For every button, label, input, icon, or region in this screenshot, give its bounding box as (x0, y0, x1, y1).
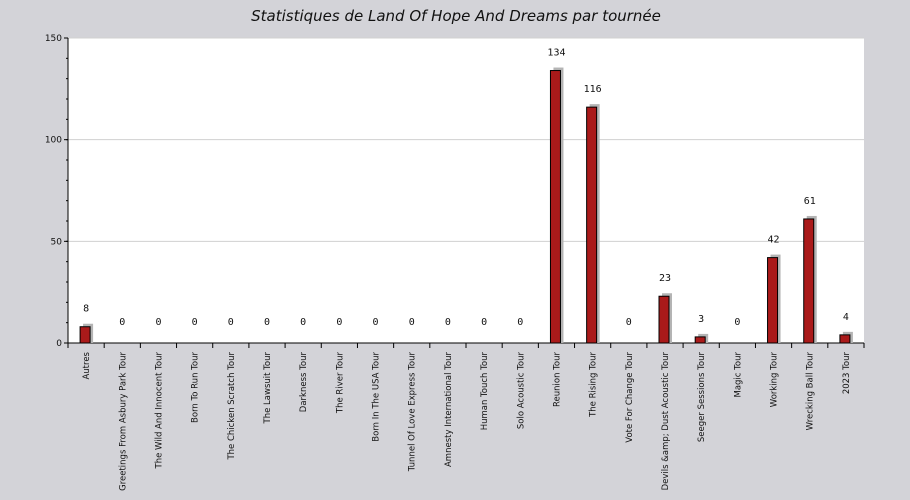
x-tick-label: Amnesty International Tour (444, 352, 454, 467)
bar (803, 218, 815, 344)
x-tick-label: The Wild And Innocent Tour (154, 352, 164, 470)
data-label: 134 (547, 48, 565, 59)
data-label: 61 (804, 196, 816, 207)
x-tick-label: The River Tour (335, 352, 345, 415)
chart-title: Statistiques de Land Of Hope And Dreams … (251, 7, 661, 25)
data-label: 0 (445, 317, 451, 328)
x-tick-label: The Rising Tour (589, 352, 599, 418)
data-label: 0 (734, 317, 740, 328)
data-label: 0 (336, 317, 342, 328)
data-label: 0 (300, 317, 306, 328)
plot-area: 0 50 100 150 8 Autres 0 Greetings From Asbury P… (45, 34, 865, 491)
data-label: 0 (192, 317, 198, 328)
x-tick-label: The Chicken Scratch Tour (227, 352, 237, 461)
data-label: 0 (481, 317, 487, 328)
x-tick-label: Solo Acoustic Tour (516, 352, 526, 430)
x-tick-label: 2023 Tour (842, 352, 852, 395)
bar (694, 336, 706, 344)
data-label: 0 (264, 317, 270, 328)
plot-background (68, 38, 864, 343)
y-tick-label: 50 (51, 237, 63, 247)
x-tick-label: Born To Run Tour (191, 352, 201, 423)
x-tick-label: Reunion Tour (552, 352, 562, 408)
x-tick-label: Greetings From Asbury Park Tour (118, 352, 128, 491)
bar (79, 326, 91, 344)
data-label: 0 (626, 317, 632, 328)
x-tick-label: Seeger Sessions Tour (697, 352, 707, 443)
x-tick-label: Human Touch Tour (480, 352, 490, 431)
x-tick-label: The Lawsuit Tour (263, 351, 273, 424)
data-label: 8 (83, 304, 89, 315)
data-label: 42 (768, 235, 780, 246)
x-tick-label: Born In The USA Tour (372, 352, 382, 442)
data-label: 23 (659, 273, 671, 284)
bar (586, 106, 598, 344)
x-tick-label: Wrecking Ball Tour (806, 352, 816, 431)
bar (839, 334, 851, 344)
bar (549, 70, 561, 344)
data-label: 4 (843, 312, 849, 323)
y-tick-label: 0 (56, 339, 62, 349)
data-label: 0 (155, 317, 161, 328)
x-tick-label: Tunnel Of Love Express Tour (408, 352, 418, 473)
x-tick-label: Devils &amp; Dust Acoustic Tour (661, 351, 671, 490)
x-tick-label: Autres (82, 351, 92, 379)
x-tick-label: Vote For Change Tour (625, 352, 635, 443)
data-label: 0 (409, 317, 415, 328)
x-tick-label: Magic Tour (733, 352, 743, 398)
data-label: 116 (584, 84, 602, 95)
bar (658, 295, 670, 344)
data-label: 0 (228, 317, 234, 328)
data-label: 0 (373, 317, 379, 328)
bar (767, 257, 779, 344)
x-tick-label: Darkness Tour (299, 352, 309, 413)
y-tick-label: 150 (45, 34, 62, 44)
data-label: 0 (119, 317, 125, 328)
y-tick-label: 100 (45, 136, 62, 146)
data-label: 3 (698, 314, 704, 325)
x-tick-label: Working Tour (770, 351, 780, 407)
data-label: 0 (517, 317, 523, 328)
